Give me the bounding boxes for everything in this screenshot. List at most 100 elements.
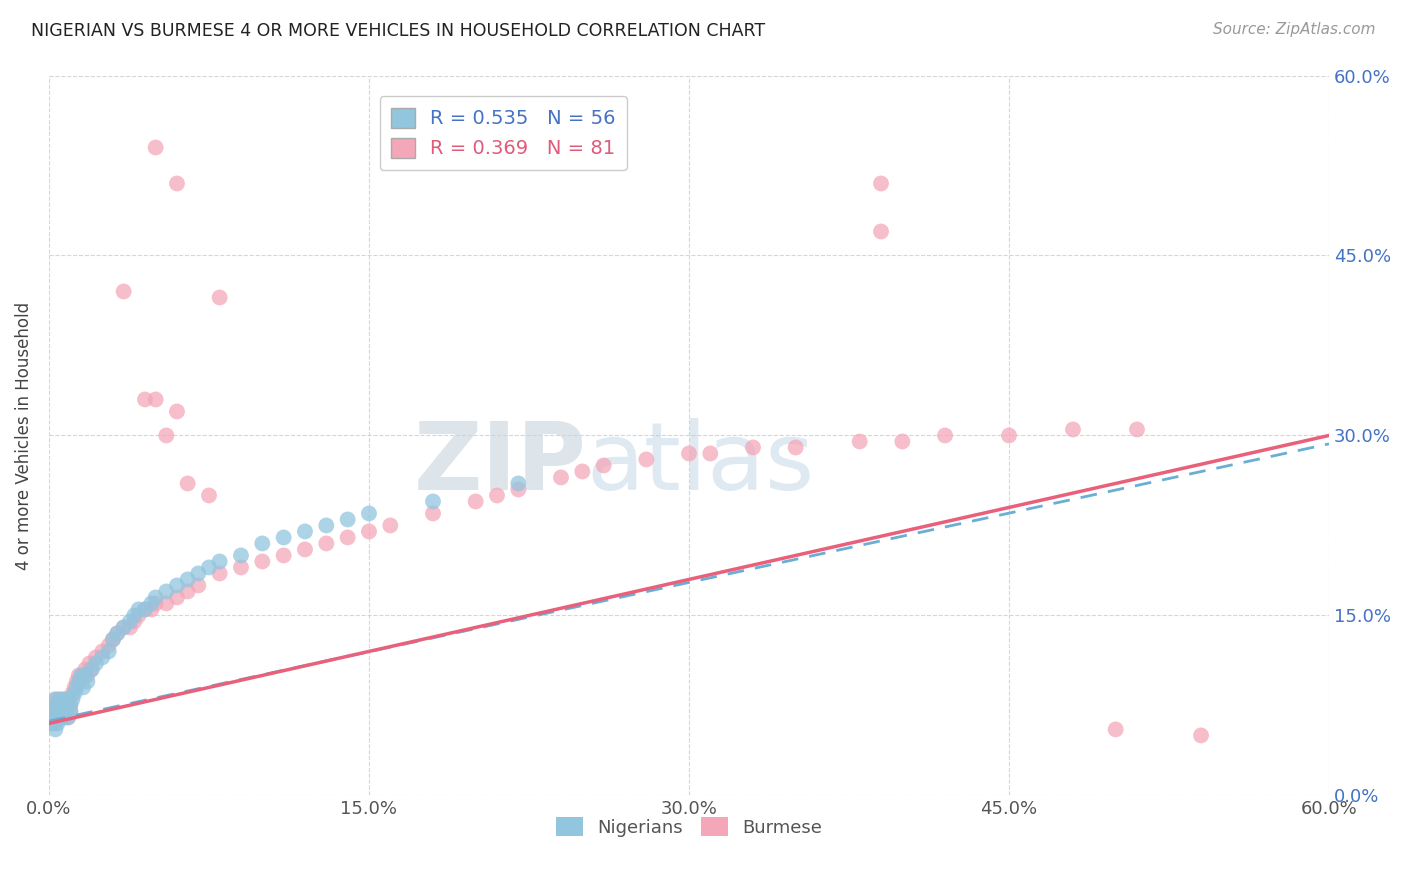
- Point: [56, 710, 79, 724]
- Point: [1062, 422, 1084, 436]
- Point: [187, 578, 209, 592]
- Point: [80, 662, 103, 676]
- Point: [51, 698, 73, 713]
- Point: [52, 692, 75, 706]
- Point: [70, 668, 93, 682]
- Point: [166, 591, 188, 605]
- Point: [97, 644, 120, 658]
- Point: [39, 716, 62, 731]
- Point: [112, 285, 135, 299]
- Point: [76, 674, 98, 689]
- Point: [464, 494, 486, 508]
- Point: [141, 602, 163, 616]
- Point: [1105, 723, 1128, 737]
- Point: [72, 681, 94, 695]
- Text: Source: ZipAtlas.com: Source: ZipAtlas.com: [1212, 22, 1375, 37]
- Point: [134, 392, 156, 407]
- Point: [51, 705, 73, 719]
- Point: [63, 686, 86, 700]
- Point: [72, 668, 94, 682]
- Point: [46, 698, 69, 713]
- Point: [128, 608, 150, 623]
- Point: [141, 596, 163, 610]
- Point: [59, 698, 82, 713]
- Point: [75, 668, 97, 682]
- Point: [46, 710, 69, 724]
- Point: [198, 560, 221, 574]
- Point: [592, 458, 614, 473]
- Point: [42, 705, 65, 719]
- Point: [124, 608, 146, 623]
- Point: [55, 698, 77, 713]
- Point: [39, 716, 62, 731]
- Point: [48, 692, 70, 706]
- Point: [699, 446, 721, 460]
- Point: [742, 441, 765, 455]
- Point: [208, 291, 231, 305]
- Point: [44, 723, 66, 737]
- Point: [678, 446, 700, 460]
- Point: [198, 488, 221, 502]
- Point: [252, 536, 274, 550]
- Point: [59, 698, 82, 713]
- Point: [176, 584, 198, 599]
- Point: [145, 596, 167, 610]
- Point: [891, 434, 914, 449]
- Point: [998, 428, 1021, 442]
- Point: [145, 392, 167, 407]
- Point: [42, 710, 65, 724]
- Point: [55, 705, 77, 719]
- Point: [52, 692, 75, 706]
- Point: [176, 476, 198, 491]
- Point: [485, 488, 508, 502]
- Point: [62, 686, 84, 700]
- Point: [273, 549, 295, 563]
- Point: [62, 692, 84, 706]
- Point: [51, 705, 73, 719]
- Point: [166, 578, 188, 592]
- Point: [44, 716, 66, 731]
- Point: [315, 518, 337, 533]
- Point: [1126, 422, 1149, 436]
- Point: [79, 657, 101, 671]
- Point: [66, 681, 89, 695]
- Point: [134, 602, 156, 616]
- Text: ZIP: ZIP: [413, 418, 586, 510]
- Point: [166, 404, 188, 418]
- Point: [75, 662, 97, 676]
- Point: [145, 591, 167, 605]
- Point: [315, 536, 337, 550]
- Point: [145, 140, 167, 154]
- Text: atlas: atlas: [586, 418, 815, 510]
- Point: [51, 698, 73, 713]
- Point: [70, 674, 93, 689]
- Point: [46, 716, 69, 731]
- Point: [187, 566, 209, 581]
- Point: [848, 434, 870, 449]
- Point: [42, 698, 65, 713]
- Point: [357, 524, 380, 539]
- Point: [59, 705, 82, 719]
- Point: [42, 710, 65, 724]
- Point: [934, 428, 956, 442]
- Point: [56, 692, 79, 706]
- Point: [336, 531, 359, 545]
- Point: [97, 639, 120, 653]
- Point: [52, 710, 75, 724]
- Point: [59, 705, 82, 719]
- Point: [870, 225, 893, 239]
- Point: [380, 518, 402, 533]
- Point: [155, 428, 177, 442]
- Point: [101, 632, 124, 647]
- Point: [252, 554, 274, 568]
- Point: [208, 566, 231, 581]
- Point: [44, 692, 66, 706]
- Point: [294, 542, 316, 557]
- Point: [229, 560, 252, 574]
- Point: [84, 650, 107, 665]
- Point: [155, 596, 177, 610]
- Point: [571, 465, 593, 479]
- Text: NIGERIAN VS BURMESE 4 OR MORE VEHICLES IN HOUSEHOLD CORRELATION CHART: NIGERIAN VS BURMESE 4 OR MORE VEHICLES I…: [31, 22, 765, 40]
- Point: [44, 692, 66, 706]
- Point: [63, 681, 86, 695]
